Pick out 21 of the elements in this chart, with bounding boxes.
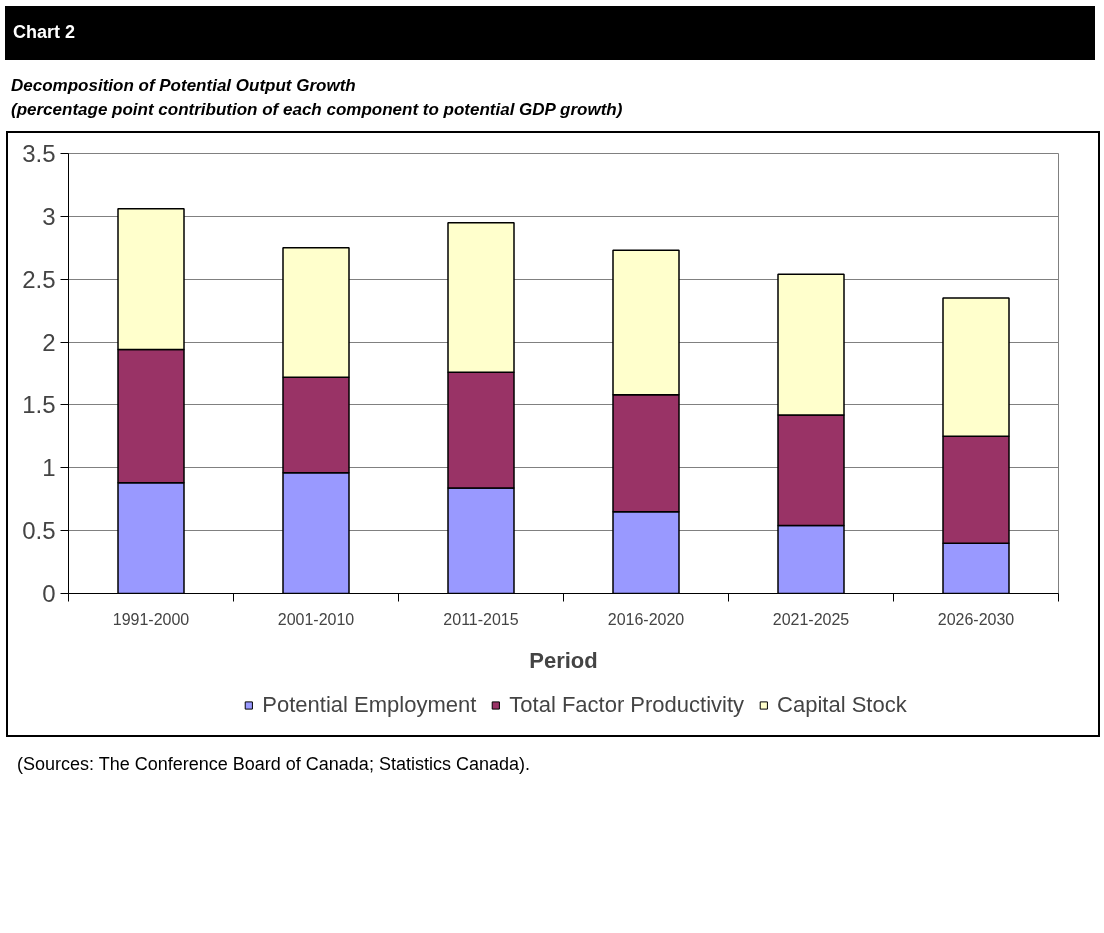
y-tick-label: 0.5 <box>22 517 56 545</box>
y-tick-label: 3.5 <box>22 140 56 168</box>
y-tick-label: 0 <box>42 580 56 608</box>
y-tick-label: 1 <box>42 454 56 482</box>
legend-label: Total Factor Productivity <box>509 692 745 719</box>
x-tick-label: 2021-2025 <box>772 610 850 628</box>
y-tick-label: 2 <box>42 328 56 356</box>
y-tick-label: 2.5 <box>22 265 56 293</box>
x-axis-title: Period <box>529 647 598 673</box>
text: (Sources: The Conference Board of Canada; Statistics Canada). <box>17 753 530 777</box>
x-tick-label: 2011-2015 <box>443 610 519 628</box>
y-tick-label: 3 <box>42 203 56 231</box>
x-tick-label: 2016-2020 <box>607 610 685 628</box>
chart-title: Chart 2 <box>13 21 76 44</box>
legend-label: Potential Employment <box>262 692 477 719</box>
x-tick-label: 2026-2030 <box>937 610 1015 628</box>
legend-label: Capital Stock <box>777 692 907 719</box>
x-tick-label: 2001-2010 <box>277 610 355 628</box>
y-tick-label: 1.5 <box>22 391 56 419</box>
chart-subtitle: Decomposition of Potential Output Growth (percentage point contribution of each component to potential GDP growth) <box>11 74 623 121</box>
x-tick-label: 1991-2000 <box>112 610 190 628</box>
